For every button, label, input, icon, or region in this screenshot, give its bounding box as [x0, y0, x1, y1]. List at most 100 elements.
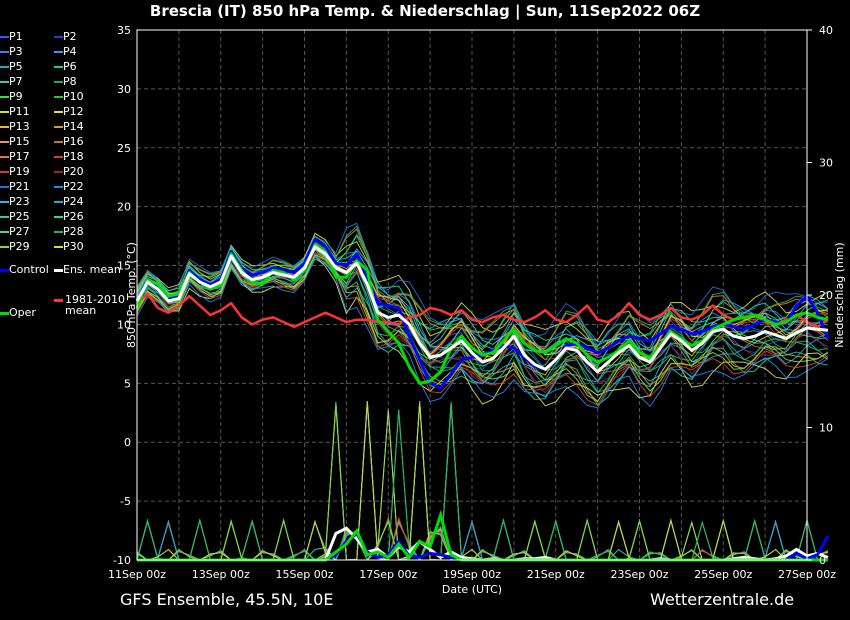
y-tick-label: 25 [117, 142, 131, 155]
legend-label: P5 [9, 60, 23, 73]
series-line-1981-2010-mean [136, 292, 829, 329]
y2-tick-label: 10 [819, 422, 833, 435]
legend-swatch [0, 171, 9, 173]
member-line-p26 [136, 235, 829, 351]
x-tick-label: 17Sep 00z [359, 568, 417, 581]
footer-source: GFS Ensemble, 45.5N, 10E [120, 590, 334, 609]
member-precip-p28 [136, 402, 828, 561]
member-precip-p25 [136, 402, 828, 561]
legend-swatch [0, 246, 9, 248]
legend-label: P8 [63, 75, 77, 88]
member-precip-p2 [136, 401, 828, 561]
member-precip-p3 [137, 401, 829, 561]
member-precip-p10 [136, 404, 828, 561]
legend-swatch [0, 231, 9, 233]
member-precip-p29 [136, 405, 828, 561]
x-tick-label: 15Sep 00z [276, 568, 334, 581]
member-line-p19 [136, 240, 828, 362]
legend-swatch [54, 51, 63, 53]
member-precip-p21 [137, 401, 829, 561]
series-line-ens-mean [135, 245, 829, 374]
legend-label: P26 [63, 210, 84, 223]
legend-swatch [0, 96, 9, 98]
y-tick-label: 15 [117, 260, 131, 273]
legend-label: P12 [63, 105, 84, 118]
legend-swatch [54, 126, 63, 128]
legend-swatch [0, 216, 9, 218]
x-tick-label: 21Sep 00z [527, 568, 585, 581]
legend-label: Oper [9, 306, 36, 319]
legend-label: P23 [9, 195, 30, 208]
member-line-p18 [136, 255, 829, 406]
member-precip-p27 [137, 401, 828, 561]
legend-label: P15 [9, 135, 30, 148]
legend-label: P27 [9, 225, 30, 238]
y-tick-label: 0 [124, 436, 131, 449]
y2-tick-label: 40 [819, 24, 833, 37]
legend-swatch [54, 111, 63, 113]
y-tick-label: 30 [117, 83, 131, 96]
legend-label: P9 [9, 90, 23, 103]
member-precip-p5 [136, 401, 828, 561]
member-precip-p20 [136, 403, 828, 561]
legend-swatch [54, 298, 63, 302]
legend-swatch [54, 231, 63, 233]
member-precip-p14 [136, 403, 828, 561]
legend-label: P25 [9, 210, 30, 223]
legend-label: P7 [9, 75, 23, 88]
member-precip-p7 [136, 405, 828, 561]
member-precip-p4 [136, 405, 828, 561]
legend-swatch [0, 186, 9, 188]
legend: P1 P2 P3 P4 P5 P6 P7 P8 P9 P10 P11 P12 P13 P14 P15 P16 P… [0, 30, 130, 320]
member-precip-p12 [137, 401, 829, 561]
legend-swatch [54, 156, 63, 158]
legend-label: P6 [63, 60, 77, 73]
legend-swatch [54, 201, 63, 203]
member-precip-p19 [136, 403, 828, 561]
legend-swatch [54, 36, 63, 38]
legend-swatch [0, 126, 9, 128]
member-precip-p16 [136, 403, 828, 561]
member-precip-p18 [137, 401, 829, 561]
x-tick-label: 13Sep 00z [192, 568, 250, 581]
y-tick-label: -5 [120, 495, 131, 508]
x-tick-label: 23Sep 00z [611, 568, 669, 581]
legend-label: P29 [9, 240, 30, 253]
main-series [135, 238, 830, 390]
y-tick-label: -10 [113, 554, 131, 567]
y2-tick-label: 0 [819, 554, 826, 567]
member-line-p24 [136, 255, 829, 398]
x-tick-label: 25Sep 00z [694, 568, 752, 581]
legend-swatch [54, 171, 63, 173]
legend-label: P17 [9, 150, 30, 163]
legend-swatch [54, 186, 63, 188]
legend-swatch [0, 312, 9, 315]
x-axis-label: Date (UTC) [442, 583, 502, 596]
x-tick-label: 27Sep 00z [778, 568, 836, 581]
member-line-p21 [136, 222, 828, 347]
legend-label: P11 [9, 105, 30, 118]
series-line-oper [135, 242, 829, 385]
legend-swatch [54, 141, 63, 143]
member-line-p29 [136, 254, 829, 403]
member-precip-p1 [136, 406, 828, 561]
legend-label: P10 [63, 90, 84, 103]
legend-label: P28 [63, 225, 84, 238]
legend-label: P18 [63, 150, 84, 163]
y2-tick-label: 30 [819, 157, 833, 170]
legend-swatch [0, 51, 9, 53]
legend-label: 1981-2010 mean [65, 292, 125, 317]
legend-label: P2 [63, 30, 77, 43]
legend-label: P21 [9, 180, 30, 193]
member-precip-p9 [137, 401, 829, 561]
legend-label: P19 [9, 165, 30, 178]
legend-swatch [0, 81, 9, 83]
member-precip-p17 [136, 403, 828, 561]
member-precip-p23 [136, 404, 828, 561]
grid [136, 29, 808, 561]
x-tick-label: 19Sep 00z [443, 568, 501, 581]
legend-swatch [0, 268, 9, 272]
legend-swatch [0, 201, 9, 203]
member-precip-p22 [136, 402, 828, 561]
